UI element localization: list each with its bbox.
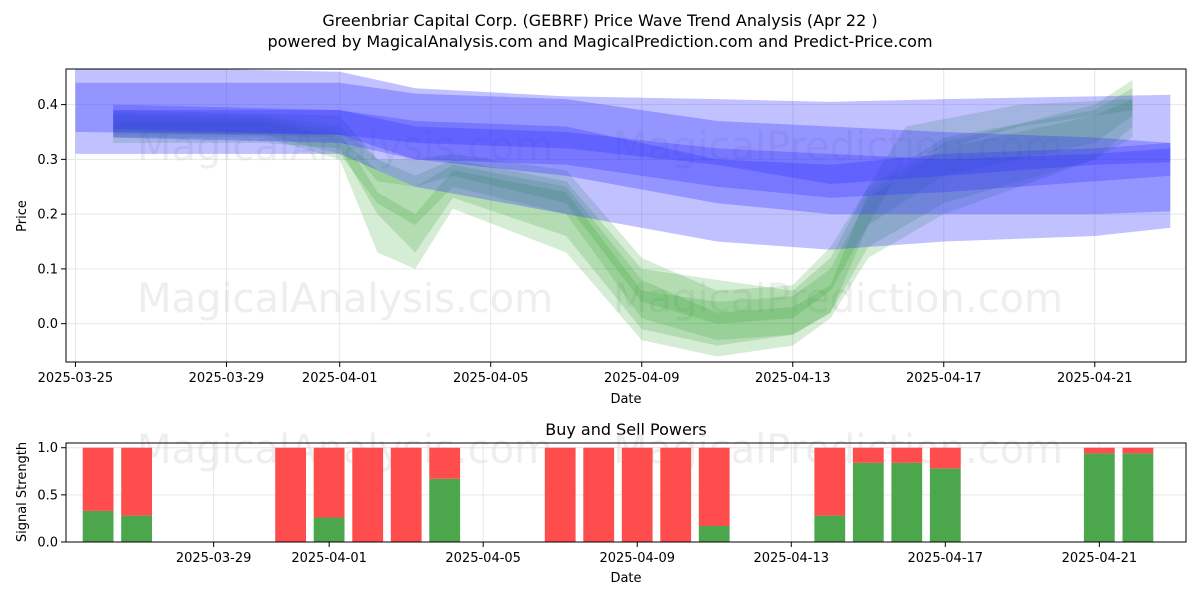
watermark-text: MagicalAnalysis.com — [137, 276, 553, 322]
sell-bar — [929, 447, 961, 469]
sell-bar — [544, 447, 576, 542]
sell-bar — [583, 447, 615, 542]
x-tick-label: 2025-04-17 — [908, 551, 984, 566]
sell-bar — [698, 447, 730, 526]
x-tick-label: 2025-04-05 — [453, 371, 529, 386]
buy-bar — [929, 468, 961, 542]
price-watermarks: MagicalAnalysis.com MagicalPrediction.co… — [137, 124, 1063, 322]
x-tick-label: 2025-04-01 — [291, 551, 367, 566]
y-tick-label: 1.0 — [37, 441, 58, 456]
x-tick-label: 2025-04-17 — [906, 371, 982, 386]
x-tick-label: 2025-04-05 — [445, 551, 521, 566]
sell-bar — [814, 447, 846, 516]
y-tick-label: 0.2 — [37, 208, 58, 223]
watermark-text: MagicalPrediction.com — [613, 124, 1063, 170]
buy-sell-title: Buy and Sell Powers — [545, 420, 707, 439]
buy-bar — [1122, 453, 1154, 542]
signal-x-axis-label: Date — [610, 571, 641, 586]
buy-bar — [121, 515, 152, 542]
sell-bar — [1083, 447, 1115, 454]
x-tick-label: 2025-04-13 — [753, 551, 829, 566]
buy-bar — [313, 517, 345, 542]
sell-bar — [852, 447, 884, 463]
x-tick-label: 2025-04-21 — [1062, 551, 1138, 566]
x-tick-label: 2025-04-09 — [599, 551, 675, 566]
signal-x-ticks: 2025-03-29 2025-04-01 2025-04-05 2025-04-09… — [176, 542, 1137, 566]
chart-title-line1: Greenbriar Capital Corp. (GEBRF) Price W… — [322, 11, 877, 30]
price-y-axis-label: Price — [15, 200, 30, 232]
buy-bar — [82, 510, 114, 542]
price-wave-panel: MagicalAnalysis.com MagicalPrediction.co… — [15, 68, 1187, 407]
buy-bar — [698, 526, 730, 542]
signal-y-ticks: 0.0 0.5 1.0 — [37, 441, 66, 551]
x-tick-label: 2025-04-21 — [1057, 371, 1133, 386]
y-tick-label: 0.3 — [37, 153, 58, 168]
watermark-text: MagicalPrediction.com — [613, 276, 1063, 322]
sell-bar — [621, 447, 653, 542]
blue-wave-band — [75, 69, 1171, 250]
green-wave-band — [113, 99, 1133, 324]
buy-bar — [852, 462, 884, 542]
buy-sell-panel: Buy and Sell Powers MagicalAnalysis.com … — [15, 420, 1187, 586]
y-tick-label: 0.4 — [37, 98, 58, 113]
sell-bar — [390, 447, 422, 542]
signal-plot-frame — [65, 442, 1187, 543]
sell-bar — [429, 447, 461, 479]
price-plot-frame — [65, 68, 1187, 363]
x-tick-label: 2025-04-01 — [302, 371, 378, 386]
green-wave-band — [113, 99, 1133, 357]
sell-bar — [313, 447, 345, 518]
sell-bar — [352, 447, 384, 542]
signal-bars — [82, 447, 1154, 542]
y-tick-label: 0.0 — [37, 317, 58, 332]
price-grid — [66, 69, 1186, 362]
sell-bar — [660, 447, 692, 542]
watermark-text: MagicalAnalysis.com — [137, 427, 553, 473]
buy-bar — [429, 478, 461, 542]
green-wave-band — [113, 88, 1133, 346]
sell-bar — [1122, 447, 1154, 454]
buy-bar — [1083, 453, 1115, 542]
price-bands — [75, 69, 1171, 357]
green-wave-band — [113, 80, 1133, 341]
chart-title-line2: powered by MagicalAnalysis.com and Magic… — [267, 32, 932, 51]
buy-bar — [891, 462, 923, 542]
y-tick-label: 0.5 — [37, 488, 58, 503]
price-y-ticks: 0.0 0.1 0.2 0.3 0.4 — [37, 98, 66, 332]
x-tick-label: 2025-03-29 — [176, 551, 252, 566]
x-tick-label: 2025-04-13 — [755, 371, 831, 386]
x-tick-label: 2025-04-09 — [604, 371, 680, 386]
sell-bar — [82, 447, 114, 511]
sell-bar — [891, 447, 923, 463]
buy-bar — [814, 515, 846, 542]
x-tick-label: 2025-03-29 — [189, 371, 265, 386]
price-x-ticks: 2025-03-25 2025-03-29 2025-04-01 2025-04-05… — [38, 362, 1133, 386]
sell-bar — [121, 447, 152, 516]
price-x-axis-label: Date — [610, 392, 641, 407]
blue-wave-band — [75, 82, 1171, 184]
signal-y-axis-label: Signal Strength — [15, 442, 30, 542]
y-tick-label: 0.1 — [37, 262, 58, 277]
blue-wave-band — [113, 104, 1171, 198]
sell-bar — [275, 447, 306, 542]
y-tick-label: 0.0 — [37, 536, 58, 551]
x-tick-label: 2025-03-25 — [38, 371, 114, 386]
blue-wave-band — [113, 110, 1171, 215]
watermark-text: MagicalAnalysis.com — [137, 124, 553, 170]
